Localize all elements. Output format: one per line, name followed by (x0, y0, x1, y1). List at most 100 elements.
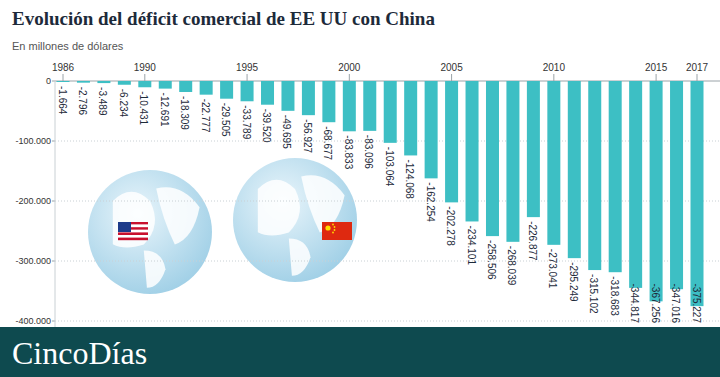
data-label: -10.431 (138, 91, 149, 125)
globe (88, 170, 212, 294)
brand: CincoDías (12, 335, 147, 371)
data-label: -2.796 (77, 87, 88, 116)
bar (281, 81, 294, 111)
data-label: -83.096 (363, 135, 374, 169)
data-label: -315.102 (588, 274, 599, 314)
bars (57, 81, 704, 306)
subtitle: En millones de dólares (12, 40, 124, 52)
y-tick-label: -200.000 (15, 196, 51, 206)
flag-stripe (118, 232, 148, 235)
continent (156, 187, 199, 244)
globe-sphere (88, 170, 212, 294)
x-axis: 19861990199520002005201020152017 (52, 62, 709, 81)
y-tick-label: -300.000 (15, 256, 51, 266)
flag-star (332, 232, 334, 234)
data-label: -268.039 (506, 246, 517, 286)
continent (144, 251, 166, 288)
bar (425, 81, 438, 178)
flag-star (332, 224, 334, 226)
footer (0, 327, 720, 377)
grid-line (55, 321, 720, 322)
x-tick (349, 74, 350, 81)
bar (57, 81, 70, 82)
bar (506, 81, 519, 242)
china-flag (322, 222, 352, 240)
x-tick (247, 74, 248, 81)
data-label: -33.789 (241, 105, 252, 139)
bar (363, 81, 376, 131)
x-tick (144, 74, 145, 81)
bar (343, 81, 356, 131)
bar (302, 81, 315, 115)
flag-stripe (118, 238, 148, 241)
data-label: -347.016 (670, 284, 681, 324)
x-tick (697, 74, 698, 81)
bar (486, 81, 499, 236)
bar (159, 81, 172, 89)
data-label: -6.234 (118, 89, 129, 118)
x-tick (451, 74, 452, 81)
bar (466, 81, 479, 221)
grid (52, 81, 720, 321)
data-label: -18.309 (179, 96, 190, 130)
data-label: -258.506 (486, 240, 497, 280)
data-label: -56.927 (302, 119, 313, 153)
bar (527, 81, 540, 217)
x-tick-label: 2015 (645, 62, 668, 73)
bar (670, 81, 683, 289)
bar (241, 81, 254, 101)
x-tick (553, 74, 554, 81)
data-label: -162.254 (425, 182, 436, 222)
bar (609, 81, 622, 272)
flag-star (334, 226, 336, 228)
y-tick-label: -400.000 (15, 316, 51, 326)
data-label: -49.695 (281, 115, 292, 149)
x-tick-label: 2000 (338, 62, 361, 73)
us-flag (118, 222, 148, 240)
globe (233, 158, 357, 282)
flag-star (325, 225, 330, 230)
x-tick-label: 1995 (236, 62, 259, 73)
bar (588, 81, 601, 270)
continent (113, 192, 155, 248)
data-label: -226.877 (527, 221, 538, 261)
data-label: -295.249 (568, 262, 579, 302)
bar (322, 81, 335, 122)
data-label: -1.664 (57, 86, 68, 115)
data-label: -68.677 (322, 126, 333, 160)
data-label: -83.833 (343, 135, 354, 169)
data-label: -103.064 (384, 147, 395, 187)
globe-sphere (233, 158, 357, 282)
data-label: -124.068 (404, 159, 415, 199)
chart: Evolución del déficit comercial de EE UU… (0, 0, 720, 377)
data-labels: -1.664-2.796-3.489-6.234-10.431-12.691-1… (57, 86, 702, 323)
bar (179, 81, 192, 92)
data-label: -273.041 (547, 249, 558, 289)
bar (220, 81, 233, 99)
x-tick-label: 2010 (543, 62, 566, 73)
bar (384, 81, 397, 143)
bar (77, 81, 90, 83)
bar (568, 81, 581, 258)
bar (547, 81, 560, 245)
data-label: -29.505 (220, 103, 231, 137)
data-label: -12.691 (159, 93, 170, 127)
bar (200, 81, 213, 95)
x-tick (63, 74, 64, 81)
y-tick-label: 0 (46, 76, 51, 86)
bar (138, 81, 151, 87)
bar (261, 81, 274, 105)
bar (691, 81, 704, 306)
continent (258, 180, 300, 236)
data-label: -234.101 (466, 225, 477, 265)
bar (118, 81, 131, 85)
flag-field (322, 222, 352, 240)
data-label: -375.227 (691, 284, 702, 324)
x-tick-label: 2005 (440, 62, 463, 73)
x-tick-label: 1986 (52, 62, 75, 73)
data-label: -39.520 (261, 109, 272, 143)
x-tick-label: 2017 (686, 62, 709, 73)
bar (445, 81, 458, 202)
bar (629, 81, 642, 288)
continent (289, 239, 311, 276)
